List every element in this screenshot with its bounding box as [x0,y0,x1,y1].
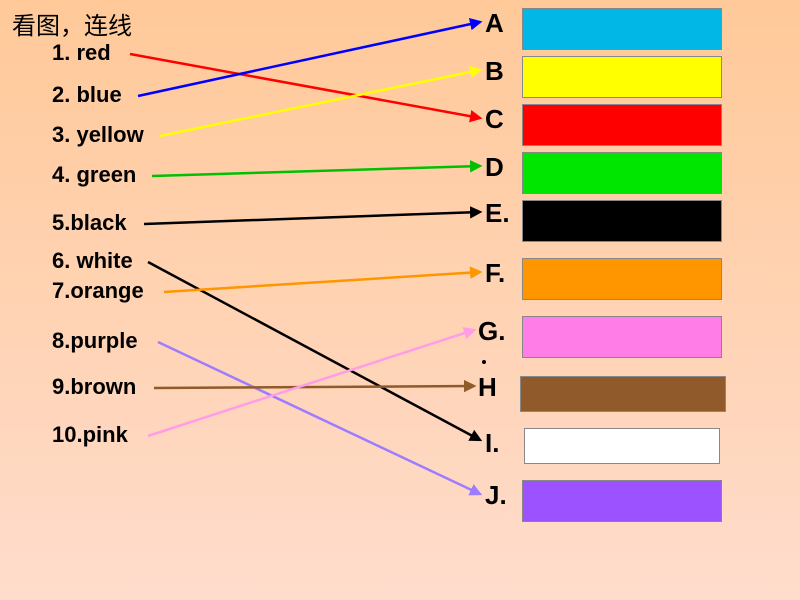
right-label-D: D [485,152,504,183]
left-item-black: 5.black [52,210,127,236]
connection-line-blue [138,22,480,96]
connection-line-brown [154,386,474,388]
right-label-G: G. [478,316,505,347]
right-label-I: I. [485,428,499,459]
right-label-C: C [485,104,504,135]
connection-line-green [152,166,480,176]
connection-line-orange [164,272,480,292]
swatch-H [520,376,726,412]
swatch-A [522,8,722,50]
swatch-C [522,104,722,146]
swatch-D [522,152,722,194]
connection-line-pink [148,330,474,436]
right-label-F: F. [485,258,505,289]
left-item-red: 1. red [52,40,111,66]
swatch-E [522,200,722,242]
right-label-J: J. [485,480,507,511]
right-label-H: H [478,372,497,403]
right-label-B: B [485,56,504,87]
right-label-A: A [485,8,504,39]
left-item-purple: 8.purple [52,328,138,354]
connection-line-black [144,212,480,224]
left-item-orange: 7.orange [52,278,144,304]
swatch-J [522,480,722,522]
swatch-I [524,428,720,464]
left-item-brown: 9.brown [52,374,136,400]
swatch-G [522,316,722,358]
left-item-white: 6. white [52,248,133,274]
swatch-B [522,56,722,98]
left-item-yellow: 3. yellow [52,122,144,148]
connection-line-white [148,262,480,440]
left-item-pink: 10.pink [52,422,128,448]
connection-line-yellow [160,70,480,136]
right-label-E: E. [485,198,510,229]
exercise-title: 看图，连线 [12,6,132,41]
swatch-F [522,258,722,300]
left-item-green: 4. green [52,162,136,188]
connection-line-purple [158,342,480,494]
stray-dot [482,360,486,364]
left-item-blue: 2. blue [52,82,122,108]
connection-line-red [130,54,480,118]
